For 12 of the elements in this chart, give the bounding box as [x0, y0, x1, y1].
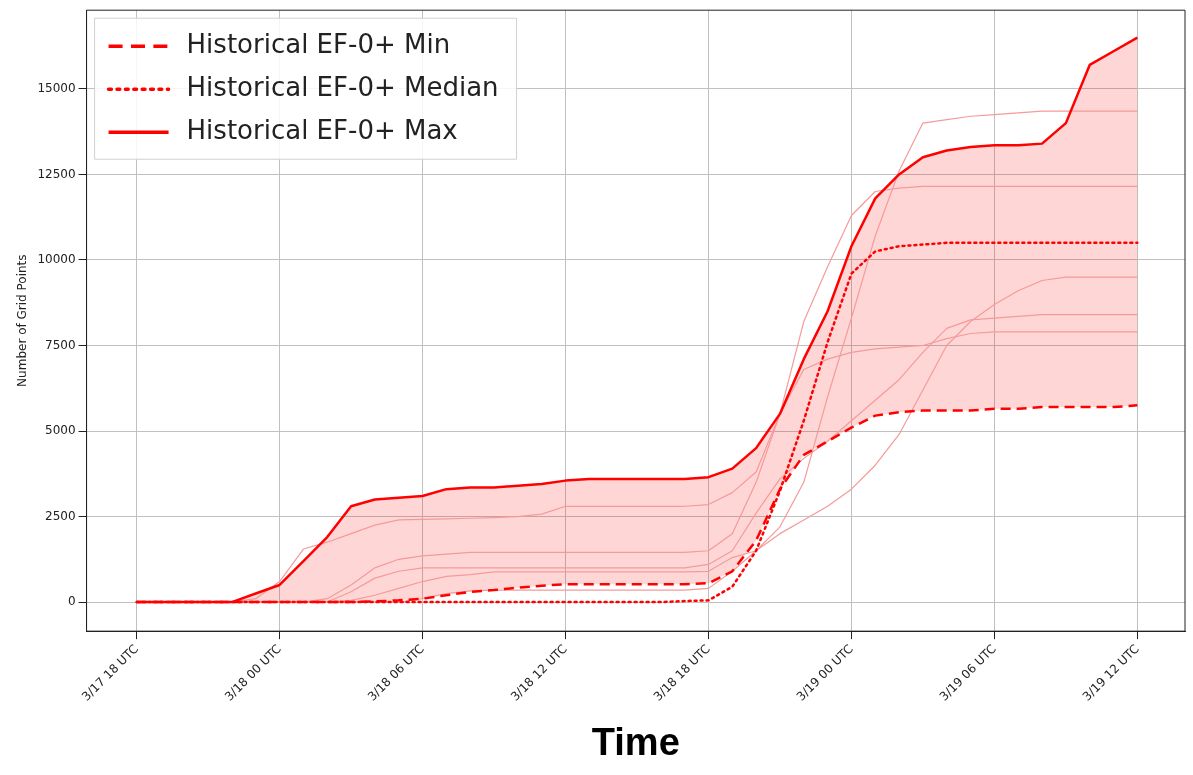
legend-label: Historical EF-0+ Median [186, 71, 499, 102]
y-tick-label: 2500 [45, 508, 76, 523]
y-tick-label: 0 [67, 594, 76, 609]
y-tick-label: 7500 [45, 337, 76, 352]
legend-label: Historical EF-0+ Min [186, 28, 451, 59]
legend-label: Historical EF-0+ Max [186, 114, 458, 145]
y-axis-title: Number of Grid Points [15, 254, 30, 387]
y-tick-label: 12500 [37, 166, 76, 181]
y-tick-label: 15000 [37, 81, 76, 96]
y-tick-label: 5000 [45, 423, 76, 438]
x-axis-title: Time [591, 720, 680, 763]
y-tick-label: 10000 [37, 252, 76, 267]
